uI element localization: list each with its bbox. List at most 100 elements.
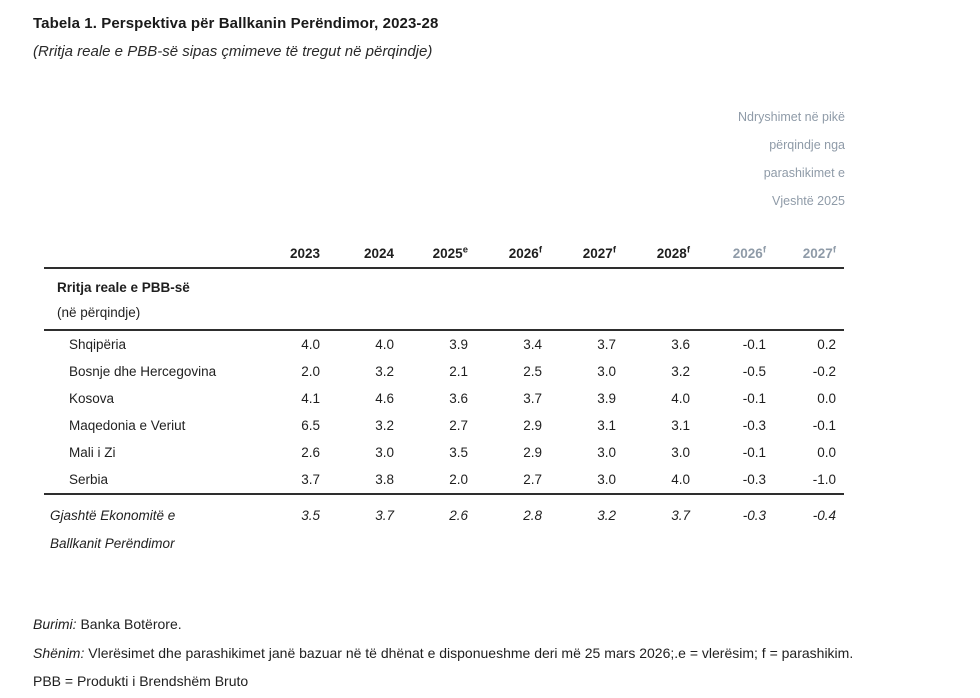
- revision-value-cell: -0.1: [742, 445, 766, 460]
- year-superscript: f: [686, 244, 690, 256]
- source-text: Banka Botërore.: [76, 616, 182, 632]
- side-note: Ndryshimet në pikë përqindje nga parashi…: [525, 103, 845, 215]
- summary-value-cell: 3.5: [301, 508, 320, 523]
- value-cell: 3.9: [449, 337, 468, 352]
- value-cell: 2.6: [301, 445, 320, 460]
- value-cell: 3.1: [671, 418, 690, 433]
- revision-value-cell: -0.1: [812, 418, 836, 433]
- summary-revision-cell: -0.4: [812, 508, 836, 523]
- value-cell: 4.1: [301, 391, 320, 406]
- value-cell: 4.0: [375, 337, 394, 352]
- summary-row-wb6: Gjashtë Ekonomitë e Ballkanit Perëndimor…: [44, 494, 844, 558]
- value-cell: 3.2: [671, 364, 690, 379]
- page-title: Tabela 1. Perspektiva për Ballkanin Perë…: [33, 15, 439, 32]
- source-label: Burimi:: [33, 616, 77, 632]
- value-cell: 2.9: [523, 418, 542, 433]
- outlook-table-container: 2023 2024 2025e 2026f 2027f 2028f 2026f …: [44, 244, 844, 558]
- year-superscript: f: [538, 244, 542, 256]
- value-cell: 3.7: [523, 391, 542, 406]
- year-label: 2026: [508, 246, 539, 261]
- summary-value-cell: 3.7: [671, 508, 690, 523]
- value-cell: 4.0: [671, 391, 690, 406]
- year-label: 2027: [802, 246, 833, 261]
- row-label: Bosnje dhe Hercegovina: [69, 364, 217, 379]
- value-cell: 3.9: [597, 391, 616, 406]
- value-cell: 2.5: [523, 364, 542, 379]
- revision-value-cell: 0.2: [817, 337, 836, 352]
- value-cell: 3.0: [671, 445, 690, 460]
- value-cell: 2.0: [402, 466, 476, 495]
- value-cell: 3.2: [375, 418, 394, 433]
- summary-value-cell: 3.7: [375, 508, 394, 523]
- table-row-maqedonia: Maqedonia e Veriut 6.5 3.2 2.7 2.9 3.1 3…: [44, 412, 844, 439]
- summary-revision-cell: -0.3: [742, 508, 766, 523]
- column-header-2025e: 2025e: [402, 244, 476, 269]
- value-cell: 2.7: [476, 466, 550, 495]
- abbreviation-note: PBB = Produkti i Brendshëm Bruto: [33, 673, 249, 689]
- revision-value-cell: -1.0: [774, 466, 844, 495]
- header-empty-cell: [44, 244, 254, 269]
- revision-value-cell: -0.3: [742, 418, 766, 433]
- table-row-shqiperia: Shqipëria 4.0 4.0 3.9 3.4 3.7 3.6 -0.1 0…: [44, 330, 844, 358]
- summary-value-cell: 2.8: [523, 508, 542, 523]
- section-title: Rritja reale e PBB-së: [57, 280, 190, 295]
- value-cell: 3.4: [523, 337, 542, 352]
- footnotes: Burimi: Banka Botërore. Shënim: Vlerësim…: [33, 610, 853, 696]
- table-row-bosnje: Bosnje dhe Hercegovina 2.0 3.2 2.1 2.5 3…: [44, 358, 844, 385]
- row-label: Kosova: [69, 391, 115, 406]
- summary-value-cell: 3.2: [597, 508, 616, 523]
- table-row-serbia: Serbia 3.7 3.8 2.0 2.7 3.0 4.0 -0.3 -1.0: [44, 466, 844, 495]
- column-header-2024: 2024: [328, 244, 402, 269]
- value-cell: 4.0: [624, 466, 698, 495]
- value-cell: 6.5: [301, 418, 320, 433]
- column-header-2026f-revision: 2026f: [698, 244, 774, 269]
- revision-value-cell: 0.0: [817, 445, 836, 460]
- row-label: Serbia: [44, 466, 254, 495]
- column-header-2027f: 2027f: [550, 244, 624, 269]
- side-note-line: parashikimet e: [763, 166, 845, 180]
- revision-value-cell: -0.5: [742, 364, 766, 379]
- value-cell: 3.0: [550, 466, 624, 495]
- value-cell: 2.9: [523, 445, 542, 460]
- value-cell: 3.7: [597, 337, 616, 352]
- summary-label-line1: Gjashtë Ekonomitë e: [50, 508, 176, 523]
- summary-row-label: Gjashtë Ekonomitë e Ballkanit Perëndimor: [44, 494, 254, 558]
- column-header-2027f-revision: 2027f: [774, 244, 844, 269]
- value-cell: 3.2: [375, 364, 394, 379]
- row-label: Maqedonia e Veriut: [69, 418, 186, 433]
- revision-value-cell: 0.0: [817, 391, 836, 406]
- side-note-line: përqindje nga: [769, 138, 845, 152]
- value-cell: 4.0: [301, 337, 320, 352]
- side-note-line: Vjeshtë 2025: [772, 194, 845, 208]
- value-cell: 3.5: [449, 445, 468, 460]
- column-header-2028f: 2028f: [624, 244, 698, 269]
- outlook-table: 2023 2024 2025e 2026f 2027f 2028f 2026f …: [44, 244, 844, 558]
- year-superscript: f: [762, 244, 766, 256]
- year-label: 2027: [582, 246, 613, 261]
- section-header-row: Rritja reale e PBB-së (në përqindje): [44, 268, 844, 331]
- table-row-mali-i-zi: Mali i Zi 2.6 3.0 3.5 2.9 3.0 3.0 -0.1 0…: [44, 439, 844, 466]
- methodology-note: Shënim: Vlerësimet dhe parashikimet janë…: [33, 639, 853, 668]
- summary-label-line2: Ballkanit Perëndimor: [50, 536, 175, 551]
- page-subtitle: (Rritja reale e PBB-së sipas çmimeve të …: [33, 43, 433, 60]
- year-label: 2026: [732, 246, 763, 261]
- side-note-line: Ndryshimet në pikë: [738, 110, 845, 124]
- source-note: Burimi: Banka Botërore.: [33, 610, 853, 639]
- value-cell: 3.1: [597, 418, 616, 433]
- year-superscript: f: [612, 244, 616, 256]
- table-row-kosova: Kosova 4.1 4.6 3.6 3.7 3.9 4.0 -0.1 0.0: [44, 385, 844, 412]
- year-label: 2025: [432, 246, 463, 261]
- summary-value-cell: 2.6: [449, 508, 468, 523]
- year-superscript: e: [462, 244, 468, 256]
- value-cell: 3.0: [597, 364, 616, 379]
- value-cell: 4.6: [375, 391, 394, 406]
- revision-value-cell: -0.1: [742, 337, 766, 352]
- value-cell: 3.0: [597, 445, 616, 460]
- row-label: Shqipëria: [69, 337, 127, 352]
- section-subtitle: (në përqindje): [57, 305, 141, 320]
- column-header-2023: 2023: [254, 244, 328, 269]
- value-cell: 3.7: [254, 466, 328, 495]
- value-cell: 3.0: [375, 445, 394, 460]
- value-cell: 2.7: [449, 418, 468, 433]
- year-label: 2028: [656, 246, 687, 261]
